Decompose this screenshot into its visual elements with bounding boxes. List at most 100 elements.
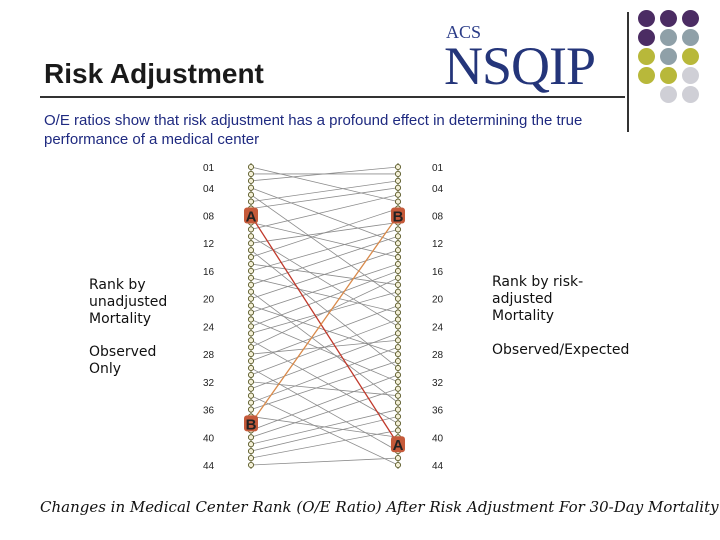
marker-badge-a [391,436,405,453]
right-rank-node [394,330,402,337]
left-tick-label: 24 [203,322,215,333]
left-rank-node [247,184,255,191]
rank-change-line [250,346,399,404]
right-rank-node [394,233,402,240]
decorative-dot [660,86,677,103]
rank-change-line [250,367,399,452]
left-rank-node [247,385,255,392]
left-rank-node [247,461,255,469]
left-rank-node [247,198,255,205]
right-rank-node [394,170,402,177]
rank-change-line [250,235,399,327]
left-rank-node [247,378,255,385]
left-method-label: Observed Only [89,344,157,377]
right-rank-node [394,461,402,469]
left-rank-node [247,302,255,309]
left-rank-node [247,226,255,233]
right-rank-node [394,316,402,323]
right-rank-node [394,260,402,268]
left-rank-node [247,323,255,330]
left-rank-node [247,267,255,275]
rank-change-line [250,166,399,203]
left-rank-node [247,163,255,171]
rank-change-line [250,395,399,466]
right-rank-node [394,198,402,205]
rank-change-line [250,332,399,390]
left-rank-node [247,316,255,323]
right-rank-node [394,413,402,420]
left-rank-node [247,281,255,288]
right-rank-label: Rank by risk-adjusted Mortality [492,274,584,324]
left-tick-label: 32 [203,378,215,389]
left-rank-node [247,371,255,378]
chart-caption: Changes in Medical Center Rank (O/E Rati… [40,498,719,516]
right-rank-node [394,226,402,233]
left-rank-node [247,254,255,261]
highlight-line-b [250,215,399,424]
decorative-dot [638,29,655,46]
left-rank-node [247,247,255,254]
title-underline [40,96,625,98]
right-rank-node [394,295,402,302]
rank-change-line [250,416,399,452]
rank-change-line [250,208,399,258]
decorative-dot [638,67,655,84]
right-tick-label: 20 [432,295,444,306]
left-rank-node [247,351,255,358]
rank-change-line [250,249,399,369]
left-rank-node [247,392,255,399]
rank-change-line [250,457,399,466]
rank-change-line [250,187,399,244]
rank-change-line [250,388,399,438]
right-rank-node [394,184,402,191]
decorative-dot [660,10,677,27]
left-tick-label: 20 [203,295,215,306]
rank-change-line [250,166,399,182]
rank-change-line [250,339,399,424]
left-rank-node [247,330,255,337]
right-rank-node [394,163,402,171]
right-tick-label: 16 [432,267,444,278]
right-rank-node [394,254,402,261]
right-tick-label: 08 [432,212,444,223]
marker-badge-a [244,207,258,224]
left-rank-node [247,240,255,247]
rank-change-line [250,305,399,362]
right-tick-label: 32 [432,378,444,389]
decorative-dot [682,10,699,27]
marker-label-a: A [246,209,257,226]
decorative-dot [638,48,655,65]
left-rank-label: Rank by unadjusted Mortality [89,277,168,327]
left-rank-node [247,344,255,351]
decorative-dot [660,29,677,46]
right-rank-node [394,420,402,427]
logo-nsqip-text: NSQIP [444,36,596,96]
rank-change-line [250,235,399,286]
left-rank-node [247,406,255,413]
right-rank-node [394,323,402,330]
marker-badge-b [244,415,258,432]
rank-change-line [250,270,399,327]
right-rank-node [394,392,402,399]
rank-change-line [250,222,399,258]
right-rank-node [394,247,402,254]
left-rank-node [247,274,255,281]
left-rank-node [247,434,255,441]
right-rank-node [394,267,402,275]
right-rank-node [394,344,402,351]
right-rank-node [394,302,402,309]
left-tick-label: 08 [203,212,215,223]
right-tick-label: 04 [432,184,444,195]
left-tick-label: 04 [203,184,215,195]
decorative-dot [682,29,699,46]
decorative-dot [682,67,699,84]
right-tick-label: 44 [432,461,444,472]
right-rank-node [394,274,402,281]
decorative-dot [660,48,677,65]
rank-change-line [250,381,399,397]
decorative-divider [627,12,629,132]
marker-label-a: A [393,437,404,454]
right-rank-node [394,240,402,247]
right-rank-node [394,357,402,365]
left-rank-node [247,448,255,455]
